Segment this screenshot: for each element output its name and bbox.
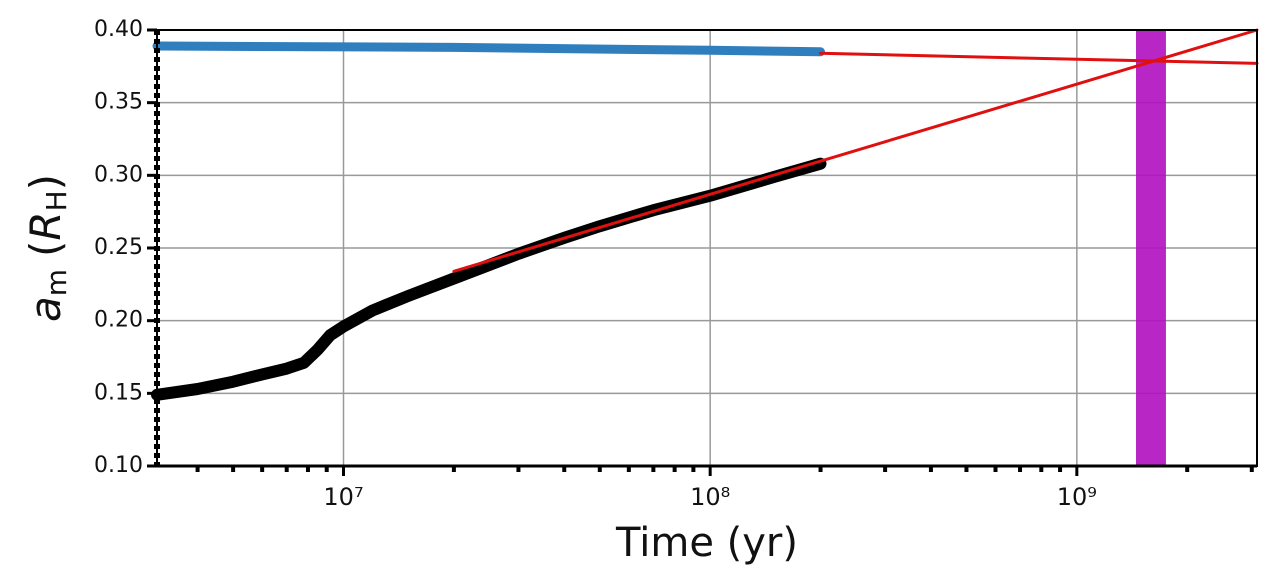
data-line bbox=[152, 41, 825, 57]
data-line bbox=[452, 28, 1259, 273]
y-tick-label: 0.30 bbox=[94, 162, 143, 187]
x-axis-label: Time (yr) bbox=[615, 520, 798, 566]
highlight-band bbox=[1136, 30, 1166, 466]
x-tick-label: 10⁹ bbox=[1057, 483, 1097, 511]
y-tick-label: 0.15 bbox=[94, 380, 143, 405]
y-tick-label: 0.25 bbox=[94, 235, 143, 260]
x-tick-label: 10⁸ bbox=[690, 483, 730, 511]
y-axis-label: am(RH) bbox=[21, 174, 74, 322]
y-tick-label: 0.35 bbox=[94, 90, 143, 115]
data-line bbox=[151, 157, 827, 401]
y-tick-label: 0.20 bbox=[94, 308, 143, 333]
data-line bbox=[819, 51, 1259, 65]
x-tick-label: 10⁷ bbox=[323, 483, 363, 511]
y-tick-label: 0.40 bbox=[94, 17, 143, 42]
y-tick-label: 0.10 bbox=[94, 453, 143, 478]
